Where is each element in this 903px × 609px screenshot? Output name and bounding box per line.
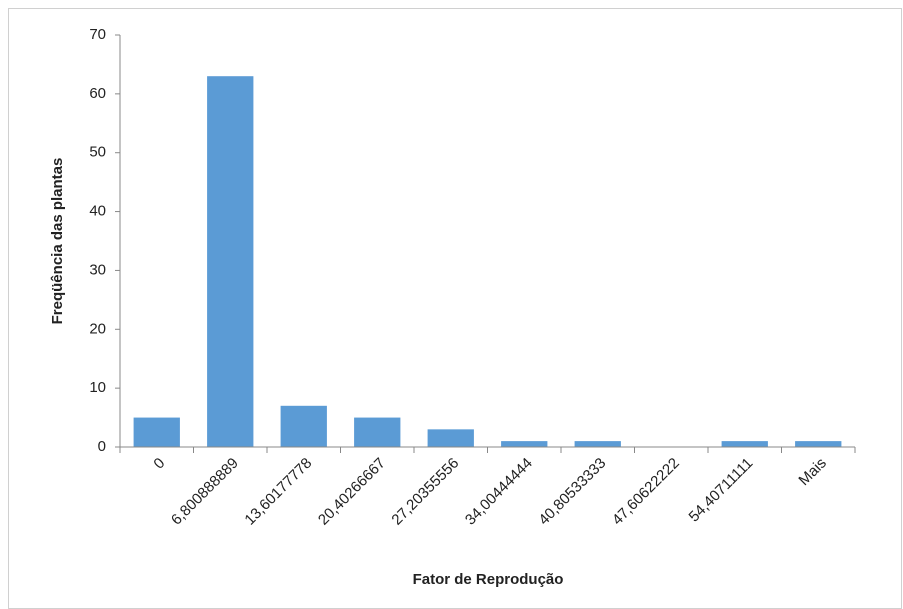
- bar: [501, 441, 548, 447]
- chart-border: [8, 8, 902, 609]
- bar: [354, 417, 401, 447]
- y-tick-label: 70: [89, 26, 106, 43]
- y-tick-label: 50: [89, 144, 106, 161]
- y-tick-label: 60: [89, 85, 106, 102]
- bar: [574, 441, 621, 447]
- bar: [795, 441, 842, 447]
- bar: [427, 429, 474, 447]
- bar: [207, 76, 254, 447]
- y-axis-title: Freqüência das plantas: [49, 158, 66, 325]
- y-tick-label: 30: [89, 261, 106, 278]
- y-tick-label: 40: [89, 203, 106, 220]
- y-tick-label: 10: [89, 379, 106, 396]
- bar: [133, 417, 180, 447]
- y-tick-label: 0: [98, 438, 106, 455]
- x-axis-title: Fator de Reprodução: [413, 571, 564, 588]
- bar: [721, 441, 768, 447]
- bar: [280, 405, 327, 447]
- y-tick-label: 20: [89, 320, 106, 337]
